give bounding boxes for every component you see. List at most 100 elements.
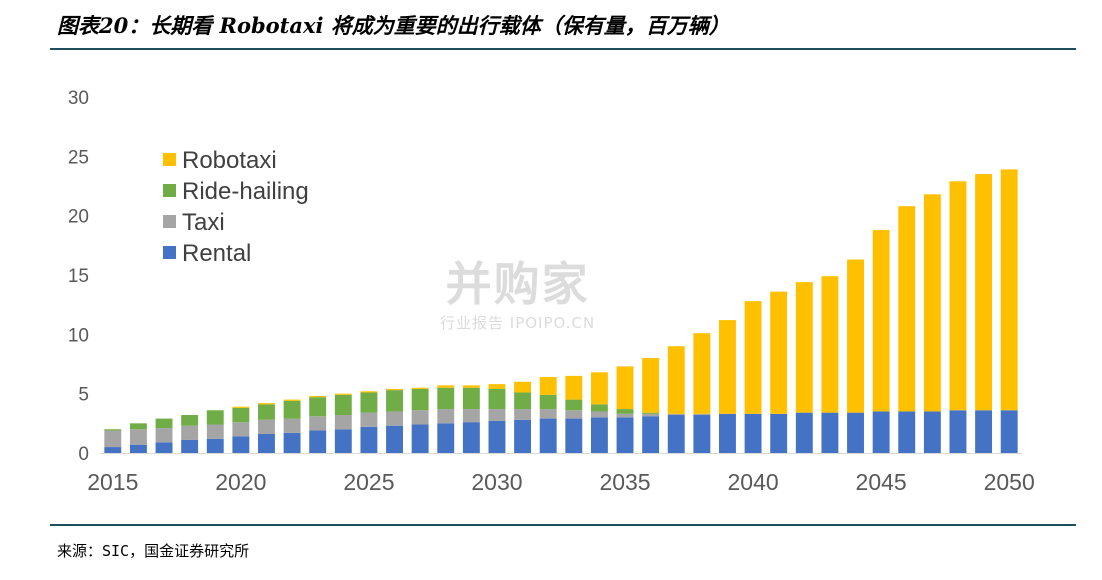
bar-rental-2041 — [770, 413, 788, 453]
title-rule — [50, 48, 1076, 50]
x-tick-label: 2035 — [599, 469, 650, 495]
bar-robotaxi-2039 — [719, 320, 736, 414]
bar-robotaxi-2048 — [949, 181, 967, 411]
bar-ride-hailing-2034 — [590, 404, 608, 412]
bar-taxi-2037 — [667, 413, 685, 416]
bar-ride-hailing-2027 — [411, 388, 429, 411]
legend-swatch-rental — [163, 246, 176, 259]
x-axis-ticks: 2015 2020 2025 2030 2035 2040 2045 2050 — [87, 469, 1035, 495]
bar-rental-2021 — [258, 434, 275, 453]
bar-robotaxi-2024 — [334, 393, 352, 395]
x-tick-label: 2025 — [343, 469, 394, 495]
bar-robotaxi-2020 — [232, 406, 250, 408]
bar-robotaxi-2032 — [539, 377, 557, 395]
bar-rental-2036 — [642, 416, 660, 453]
bar-robotaxi-2042 — [795, 282, 813, 413]
x-tick-label: 2050 — [984, 469, 1035, 495]
bar-rental-2029 — [462, 422, 480, 453]
bar-robotaxi-2027 — [411, 387, 429, 389]
bar-rental-2016 — [129, 444, 147, 453]
bar-robotaxi-2023 — [309, 396, 327, 398]
bar-taxi-2023 — [309, 416, 327, 431]
bar-rental-2048 — [949, 410, 967, 453]
bar-ride-hailing-2033 — [565, 399, 583, 411]
bar-robotaxi-2049 — [975, 174, 993, 411]
legend-swatch-ride-hailing — [163, 184, 176, 197]
bar-rental-2042 — [795, 412, 813, 453]
bar-robotaxi-2037 — [667, 346, 685, 414]
bar-taxi-2025 — [360, 412, 378, 427]
bar-rental-2045 — [872, 411, 890, 453]
bar-rental-2015 — [104, 447, 122, 453]
bar-rental-2035 — [616, 417, 634, 453]
legend-swatch-robotaxi — [163, 153, 176, 166]
y-tick-label: 15 — [68, 266, 89, 287]
y-tick-label: 20 — [68, 207, 89, 228]
bar-robotaxi-2021 — [258, 403, 275, 405]
y-tick-label: 25 — [68, 147, 89, 168]
bar-rental-2026 — [386, 425, 403, 453]
x-tick-label: 2020 — [215, 469, 266, 495]
bar-taxi-2017 — [155, 428, 173, 443]
bar-ride-hailing-2018 — [181, 415, 199, 426]
bar-robotaxi-2047 — [923, 194, 941, 412]
bar-taxi-2036 — [642, 413, 660, 417]
bar-rental-2017 — [155, 442, 173, 453]
bar-rental-2025 — [360, 426, 378, 453]
bar-robotaxi-2033 — [565, 375, 583, 400]
chart-title: 图表20：长期看 Robotaxi 将成为重要的出行载体（保有量，百万辆） — [57, 13, 730, 38]
bar-taxi-2024 — [334, 415, 352, 430]
source-rule — [50, 524, 1076, 526]
bar-robotaxi-2022 — [283, 399, 301, 401]
bar-taxi-2029 — [462, 409, 480, 423]
x-tick-label: 2040 — [727, 469, 778, 495]
bar-rental-2046 — [898, 411, 916, 453]
bar-ride-hailing-2023 — [309, 397, 327, 417]
legend-swatch-taxi — [163, 215, 176, 228]
bar-robotaxi-2028 — [437, 385, 455, 388]
bar-rental-2032 — [539, 418, 557, 453]
bar-robotaxi-2029 — [462, 385, 480, 388]
bar-robotaxi-2034 — [590, 372, 608, 405]
bar-ride-hailing-2028 — [437, 387, 455, 410]
y-tick-label: 0 — [78, 444, 89, 465]
bar-ride-hailing-2032 — [539, 394, 557, 410]
bar-robotaxi-2035 — [616, 366, 634, 410]
bar-robotaxi-2045 — [872, 229, 890, 412]
bar-taxi-2016 — [129, 429, 147, 445]
bar-taxi-2028 — [437, 409, 455, 424]
bar-taxi-2027 — [411, 410, 429, 425]
source-note: 来源：SIC，国金证券研究所 — [57, 542, 250, 560]
bar-taxi-2020 — [232, 422, 250, 437]
bar-ride-hailing-2015 — [104, 429, 122, 431]
bar-rental-2038 — [693, 415, 711, 453]
bar-series — [104, 169, 1018, 453]
bar-taxi-2022 — [283, 418, 301, 433]
bar-rental-2027 — [411, 424, 429, 453]
bar-rental-2022 — [283, 432, 301, 453]
y-axis-ticks: 0 5 10 15 20 25 30 — [68, 88, 89, 465]
bar-rental-2020 — [232, 436, 250, 453]
bar-ride-hailing-2022 — [283, 400, 301, 419]
bar-ride-hailing-2029 — [462, 387, 480, 410]
bar-robotaxi-2041 — [770, 291, 788, 414]
bar-rental-2043 — [821, 412, 839, 453]
bar-rental-2019 — [206, 438, 224, 453]
bar-robotaxi-2050 — [1000, 169, 1018, 411]
bar-rental-2034 — [590, 417, 608, 453]
bar-ride-hailing-2031 — [514, 392, 532, 410]
legend-label-ride-hailing: Ride-hailing — [182, 178, 309, 205]
bar-rental-2039 — [719, 413, 736, 453]
bar-taxi-2032 — [539, 409, 557, 419]
bar-robotaxi-2025 — [360, 391, 378, 393]
legend-label-taxi: Taxi — [182, 209, 225, 236]
bar-ride-hailing-2035 — [616, 409, 634, 414]
bar-taxi-2030 — [488, 409, 506, 421]
bar-robotaxi-2040 — [744, 301, 762, 414]
bar-taxi-2033 — [565, 410, 583, 419]
y-tick-label: 30 — [68, 88, 89, 109]
bar-rental-2049 — [975, 410, 993, 453]
bar-robotaxi-2026 — [386, 388, 403, 391]
bar-rental-2028 — [437, 423, 455, 453]
